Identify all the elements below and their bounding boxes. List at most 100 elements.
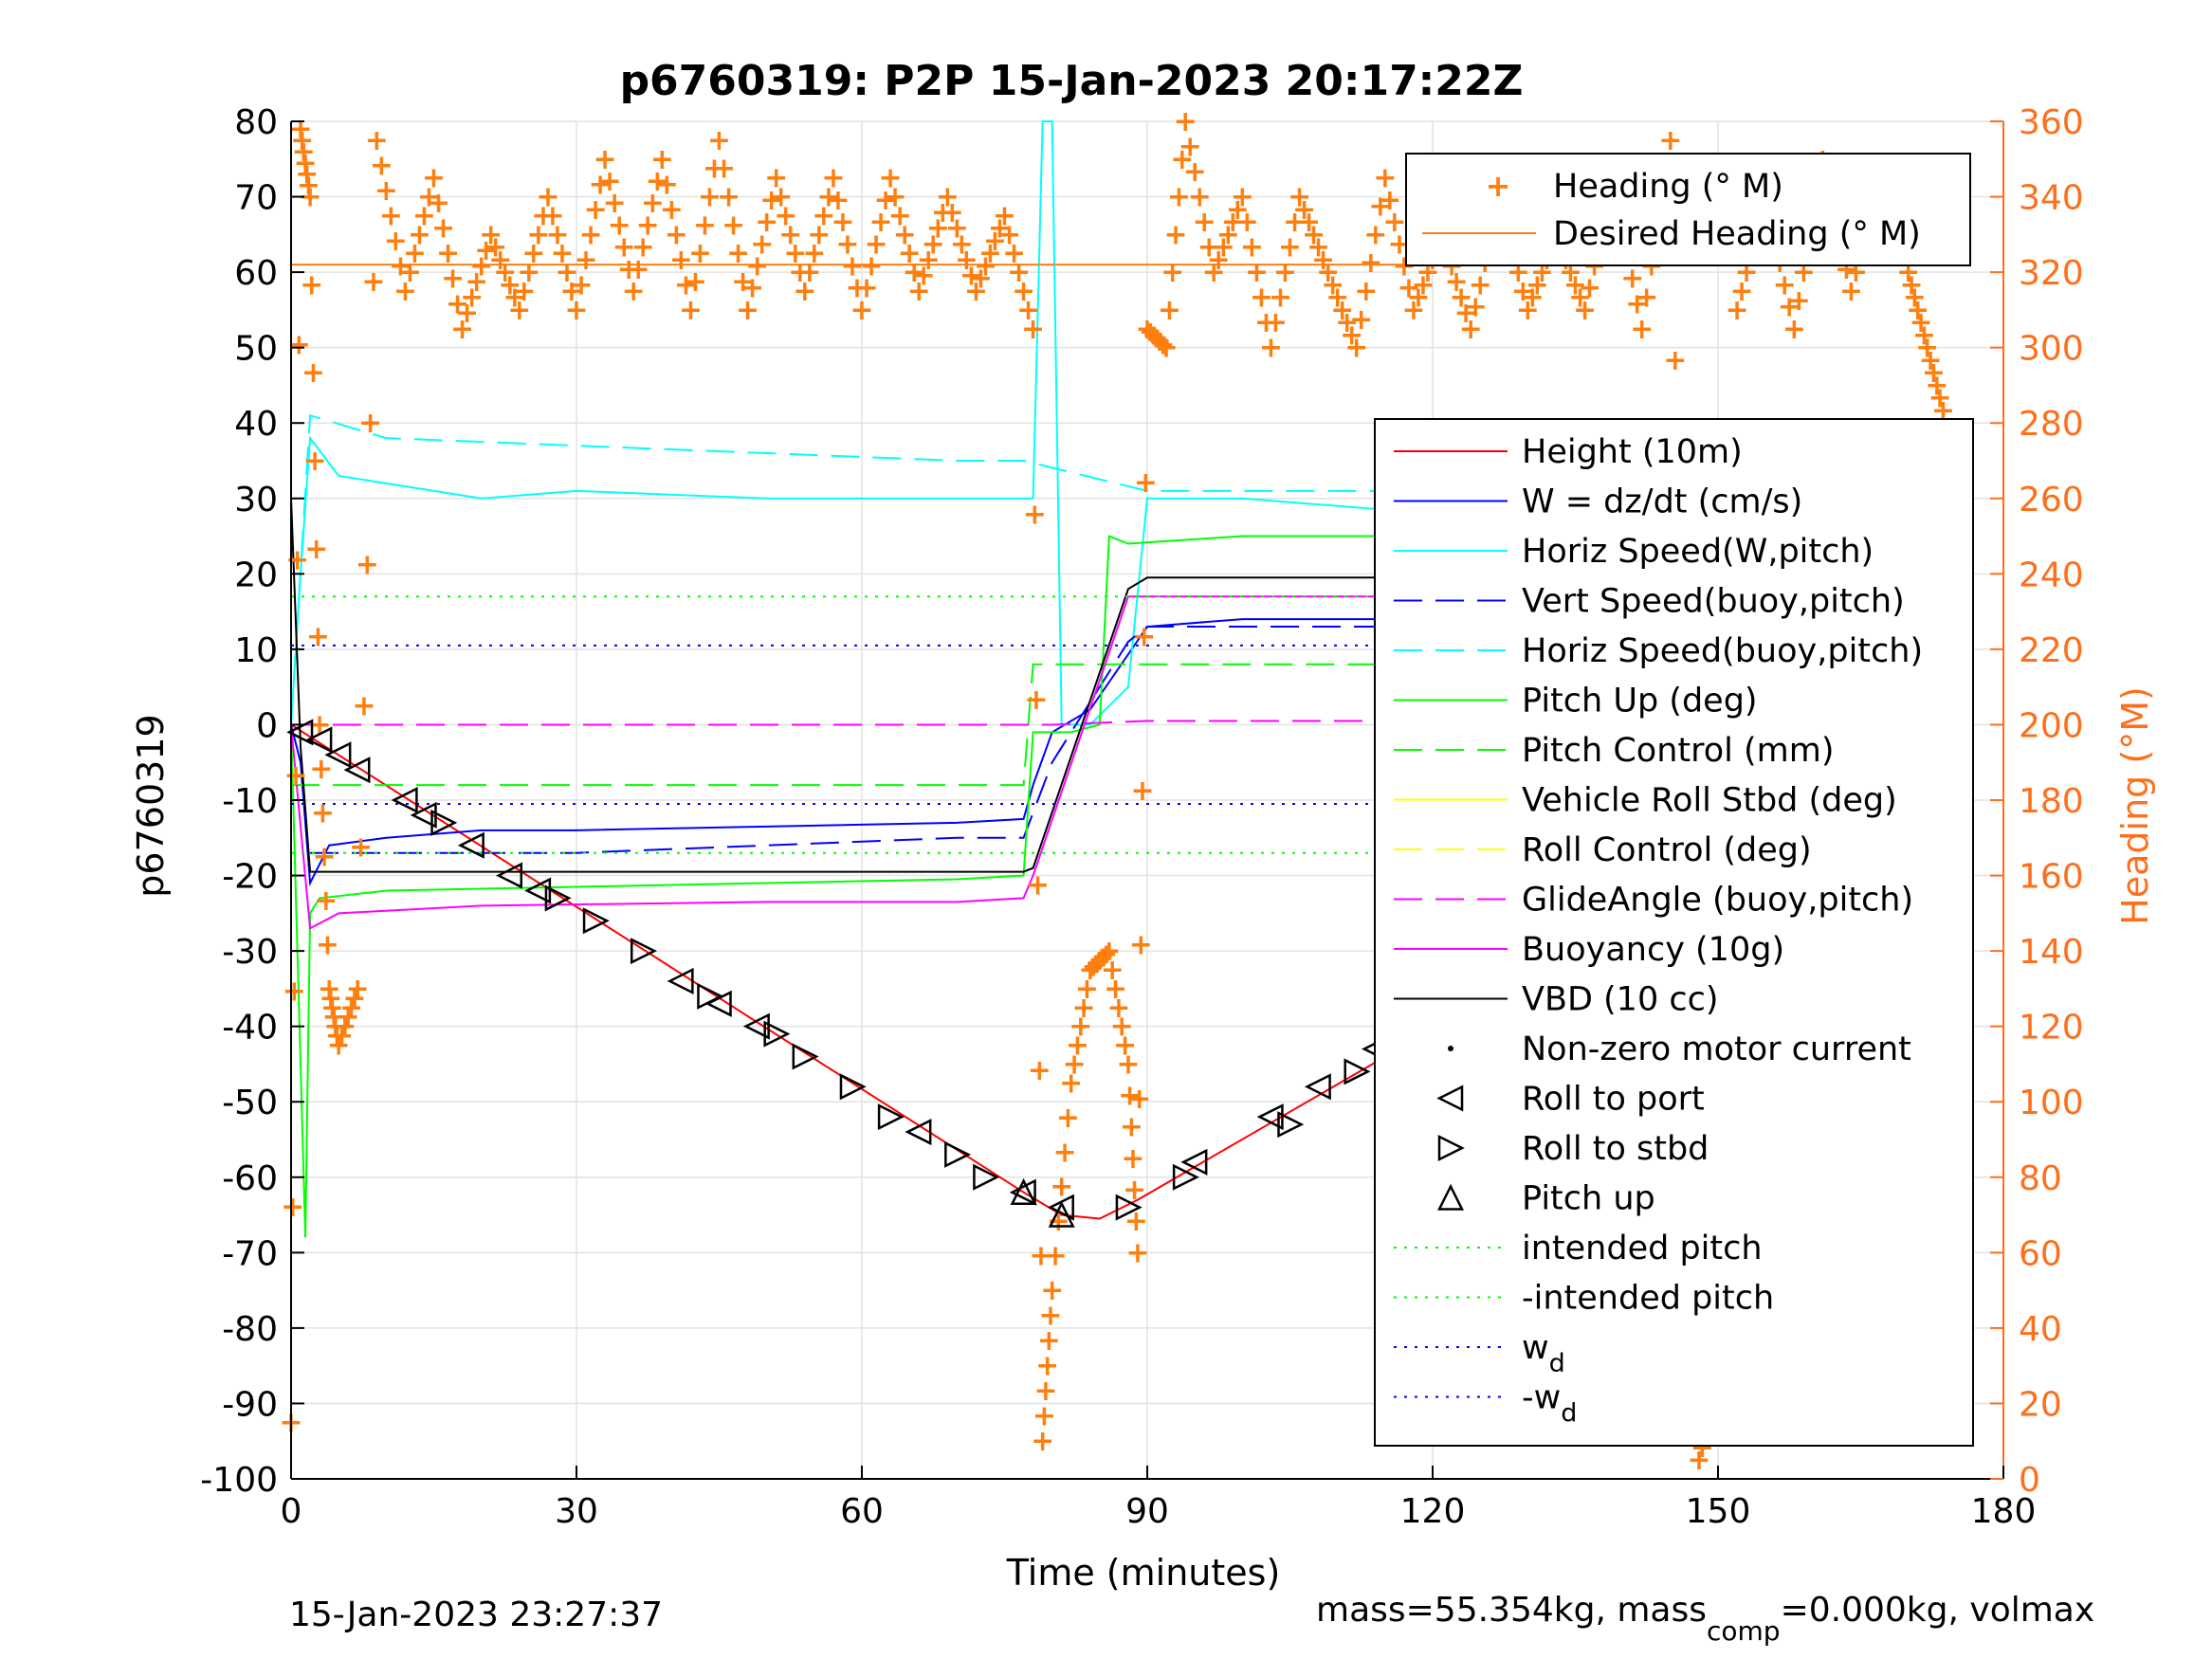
heading-point: + [1094, 938, 1118, 971]
heading-point: + [300, 268, 323, 301]
roll-port-marker [495, 862, 523, 889]
heading-point: + [1066, 1030, 1089, 1063]
heading-point: + [302, 356, 325, 390]
heading-point: + [1085, 947, 1108, 980]
heading-point: + [1031, 1425, 1054, 1458]
heading-point: + [1307, 231, 1330, 264]
heading-point: + [1787, 284, 1811, 318]
heading-point: + [812, 199, 835, 232]
heading-point: + [1221, 206, 1245, 239]
heading-point: + [309, 753, 333, 786]
heading-point: + [361, 265, 385, 299]
heading-point: + [922, 228, 945, 261]
heading-point: + [559, 275, 583, 308]
heading-point: + [1127, 1083, 1151, 1116]
heading-point: + [764, 162, 788, 195]
heading-point: + [318, 973, 341, 1006]
legend-heading-label: Desired Heading (° M) [1553, 215, 1921, 253]
heading-point: + [1454, 297, 1478, 330]
heading-point: + [1002, 237, 1026, 270]
heading-point: + [1021, 313, 1045, 346]
heading-point: + [1325, 282, 1349, 315]
heading-point: + [1730, 275, 1754, 308]
y-tick-label: 70 [234, 179, 278, 218]
roll-port-marker [1180, 1148, 1208, 1176]
heading-point: + [1142, 319, 1165, 352]
heading-point: + [1273, 256, 1297, 289]
roll-port-marker [305, 726, 333, 754]
legend-label-text: Roll to port [1522, 1081, 1705, 1119]
legend-label-text: VBD (10 cc) [1522, 981, 1719, 1019]
heading-point: + [427, 187, 450, 220]
heading-point: + [339, 992, 363, 1025]
heading-point: + [1321, 268, 1344, 301]
heading-point: + [1929, 382, 1952, 415]
roll-stbd-marker [944, 1140, 972, 1168]
heading-point: + [1164, 218, 1188, 251]
heading-point: + [1839, 275, 1863, 308]
heading-point: + [1120, 1111, 1143, 1144]
roll-port-marker [524, 877, 552, 904]
heading-point: + [536, 181, 559, 214]
legend-label: Pitch Control (mm) [1522, 732, 1834, 770]
x-tick-label: 90 [1125, 1492, 1169, 1531]
heading-point: + [617, 253, 641, 286]
heading-point: + [503, 282, 526, 315]
heading-point: + [612, 231, 636, 264]
heading-point: + [1144, 322, 1168, 356]
heading-point: + [1292, 193, 1316, 227]
heading-point: + [398, 256, 422, 289]
heading-point: + [569, 268, 593, 301]
heading-point: + [306, 621, 330, 654]
heading-point: + [330, 1020, 354, 1053]
heading-point: + [436, 237, 460, 270]
y-right-tick-label: 60 [2019, 1234, 2062, 1273]
heading-point: + [864, 228, 887, 261]
heading-point: + [1283, 206, 1307, 239]
roll-stbd-marker [697, 982, 724, 1010]
legend-label: Roll to port [1522, 1081, 1705, 1119]
heading-point: + [712, 153, 736, 186]
heading-point: + [446, 287, 469, 320]
heading-point: + [1202, 256, 1226, 289]
heading-point: + [755, 206, 778, 239]
heading-point: + [1297, 206, 1321, 239]
pitch-up-marker [1048, 1200, 1075, 1228]
heading-point: + [283, 759, 307, 793]
heading-point: + [358, 407, 382, 440]
y-right-tick-label: 140 [2019, 933, 2084, 972]
heading-point: + [1161, 256, 1184, 289]
legend-label: intended pitch [1522, 1230, 1763, 1267]
heading-point: + [319, 982, 342, 1015]
heading-point: + [1035, 1350, 1059, 1383]
heading-point: + [1406, 282, 1430, 315]
heading-point: + [1037, 1324, 1061, 1358]
legend-label-text: W = dz/dt (cm/s) [1522, 483, 1802, 521]
heading-point: + [627, 253, 650, 286]
heading-point: + [1340, 319, 1363, 352]
pitch-up-marker [1010, 1177, 1037, 1205]
heading-point: + [622, 275, 646, 308]
heading-point: + [1197, 231, 1221, 264]
heading-point: + [1909, 306, 1932, 339]
heading-point: + [1188, 181, 1212, 214]
roll-port-marker [667, 967, 694, 994]
heading-point: + [759, 184, 783, 217]
y-tick-label: -100 [200, 1461, 278, 1500]
heading-point: + [1174, 105, 1197, 138]
heading-point: + [983, 225, 1007, 258]
heading-point: + [816, 181, 840, 214]
legend-label: Height (10m) [1522, 433, 1743, 471]
x-tick-label: 30 [555, 1492, 598, 1531]
heading-point: + [1625, 287, 1649, 320]
series-horiz-speed-buoy-pitch [290, 413, 1928, 725]
y-tick-label: 10 [234, 631, 278, 670]
roll-port-marker [324, 741, 352, 769]
heading-point: + [422, 162, 446, 195]
heading-point: + [1023, 498, 1047, 531]
y-tick-label: -10 [222, 782, 278, 821]
heading-point: + [988, 212, 1012, 246]
heading-point: + [1635, 282, 1658, 315]
y-tick-label: 20 [234, 556, 278, 594]
